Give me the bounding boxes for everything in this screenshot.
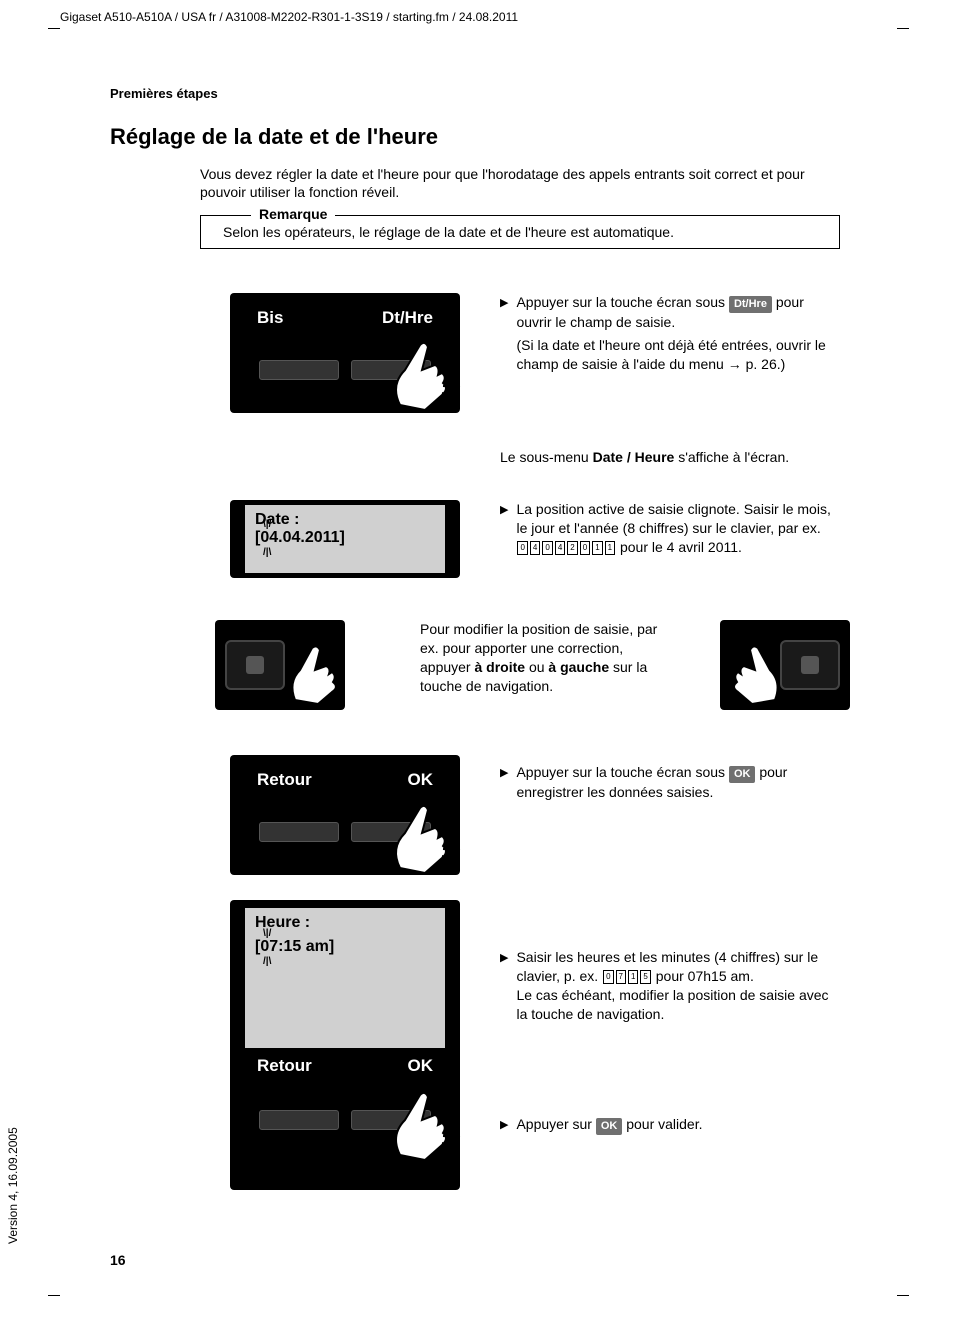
text: Le sous-menu	[500, 449, 593, 465]
crop-mark	[897, 1295, 909, 1296]
note-label: Remarque	[251, 206, 335, 222]
badge-ok: OK	[729, 766, 756, 783]
bullet-icon: ▶	[500, 293, 508, 374]
text: s'affiche à l'écran.	[674, 449, 789, 465]
phone-screen-2: Date : [04.04.2011] \|/ /|\	[245, 505, 445, 573]
phone-screen-4-top: Heure : [07:15 am] \|/ /|\	[245, 908, 445, 1048]
softkey-left-label: Retour	[257, 770, 312, 790]
intro-text: Vous devez régler la date et l'heure pou…	[200, 165, 840, 201]
submenu-text: Le sous-menu Date / Heure s'affiche à l'…	[500, 448, 840, 467]
text-bold: à gauche	[548, 659, 609, 675]
badge-dthre: Dt/Hre	[729, 296, 772, 313]
key-box: 4	[555, 541, 565, 555]
time-label: Heure :	[255, 914, 435, 932]
note-text: Selon les opérateurs, le réglage de la d…	[213, 224, 827, 240]
badge-ok: OK	[596, 1118, 623, 1135]
key-box: 4	[530, 541, 540, 555]
key-box: 1	[592, 541, 602, 555]
key-sequence: 0715	[602, 968, 652, 984]
instruction-5: ▶ Appuyer sur OK pour valider.	[500, 1115, 840, 1139]
hand-press-icon	[380, 335, 470, 425]
key-box: 2	[567, 541, 577, 555]
softkey-right-label: OK	[408, 770, 434, 790]
instruction-3: ▶ Appuyer sur la touche écran sous OK po…	[500, 763, 840, 806]
text: pour valider.	[622, 1116, 702, 1132]
page-title: Réglage de la date et de l'heure	[110, 124, 438, 150]
key-box: 0	[580, 541, 590, 555]
softkey-button	[259, 822, 339, 842]
hand-press-icon	[380, 798, 470, 888]
note-box: Remarque Selon les opérateurs, le réglag…	[200, 215, 840, 249]
text: ou	[525, 659, 548, 675]
date-value: [04.04.2011]	[255, 529, 345, 546]
key-box: 7	[616, 970, 626, 984]
key-box: 0	[542, 541, 552, 555]
text-bold: Date / Heure	[593, 449, 675, 465]
text-bold: à droite	[474, 659, 525, 675]
phone-screen-3: Retour OK	[245, 764, 445, 796]
hand-press-icon	[380, 1085, 470, 1175]
cursor-mark: /|\	[263, 956, 271, 967]
page-number: 16	[110, 1252, 126, 1268]
cursor-mark: /|\	[263, 547, 271, 558]
key-box: 0	[603, 970, 613, 984]
phone-screen-4-bottom: Retour OK	[245, 1050, 445, 1082]
bullet-icon: ▶	[500, 1115, 508, 1135]
version-text: Version 4, 16.09.2005	[6, 1127, 20, 1244]
nav-instruction: Pour modifier la position de saisie, par…	[420, 620, 675, 696]
crop-mark	[897, 28, 909, 29]
time-value: [07:15 am]	[255, 938, 334, 955]
softkey-right-label: Dt/Hre	[382, 308, 433, 328]
phone-screen-1: Bis Dt/Hre	[245, 302, 445, 334]
key-box: 1	[628, 970, 638, 984]
nav-key-center	[801, 656, 819, 674]
crop-mark	[48, 1295, 60, 1296]
text: Appuyer sur la touche écran sous	[516, 294, 728, 310]
softkey-left-label: Retour	[257, 1056, 312, 1076]
key-sequence: 04042011 pour le 4 avril 2011.	[516, 538, 840, 557]
nav-key-left	[225, 640, 285, 690]
instruction-4: ▶ Saisir les heures et les minutes (4 ch…	[500, 948, 840, 1028]
bullet-icon: ▶	[500, 948, 508, 1024]
instruction-2: ▶ La position active de saisie clignote.…	[500, 500, 840, 561]
key-box: 0	[517, 541, 527, 555]
key-box: 5	[640, 970, 650, 984]
softkey-right-label: OK	[408, 1056, 434, 1076]
nav-key-center	[246, 656, 264, 674]
hand-press-icon	[720, 640, 800, 720]
text: La position active de saisie clignote. S…	[516, 500, 840, 538]
text: Appuyer sur	[516, 1116, 595, 1132]
text: Appuyer sur la touche écran sous	[516, 764, 728, 780]
bullet-icon: ▶	[500, 763, 508, 802]
text: pour 07h15 am.	[652, 968, 754, 984]
text: (Si la date et l'heure ont déjà été entr…	[516, 336, 840, 374]
cursor-mark: \|/	[263, 519, 271, 530]
instruction-1: ▶ Appuyer sur la touche écran sous Dt/Hr…	[500, 293, 840, 378]
bullet-icon: ▶	[500, 500, 508, 557]
text: Le cas échéant, modifier la position de …	[516, 986, 840, 1024]
key-box: 1	[605, 541, 615, 555]
softkey-left-label: Bis	[257, 308, 283, 328]
header-path: Gigaset A510-A510A / USA fr / A31008-M22…	[60, 10, 518, 24]
date-label: Date :	[255, 511, 435, 529]
softkey-button	[259, 360, 339, 380]
softkey-button	[259, 1110, 339, 1130]
crop-mark	[48, 28, 60, 29]
cursor-mark: \|/	[263, 928, 271, 939]
hand-press-icon	[280, 640, 360, 720]
section-title: Premières étapes	[110, 86, 218, 101]
